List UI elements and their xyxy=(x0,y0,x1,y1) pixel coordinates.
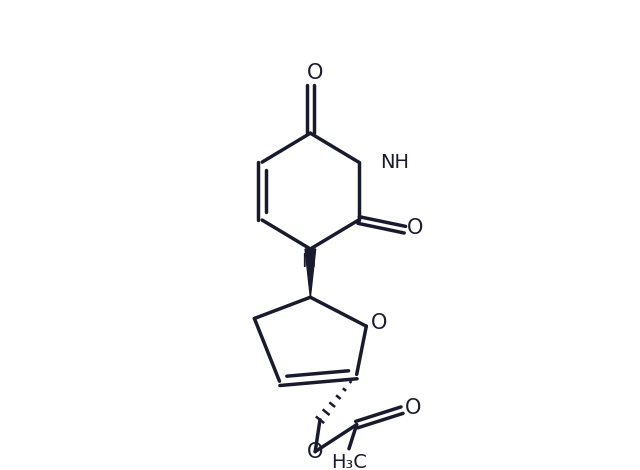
Text: N: N xyxy=(301,252,316,271)
Text: O: O xyxy=(307,442,323,462)
Text: NH: NH xyxy=(380,153,409,172)
Text: O: O xyxy=(371,313,387,333)
Text: O: O xyxy=(404,398,421,418)
Text: O: O xyxy=(407,218,424,238)
Text: O: O xyxy=(307,63,323,83)
Text: H₃C: H₃C xyxy=(331,453,367,470)
Polygon shape xyxy=(305,249,316,297)
